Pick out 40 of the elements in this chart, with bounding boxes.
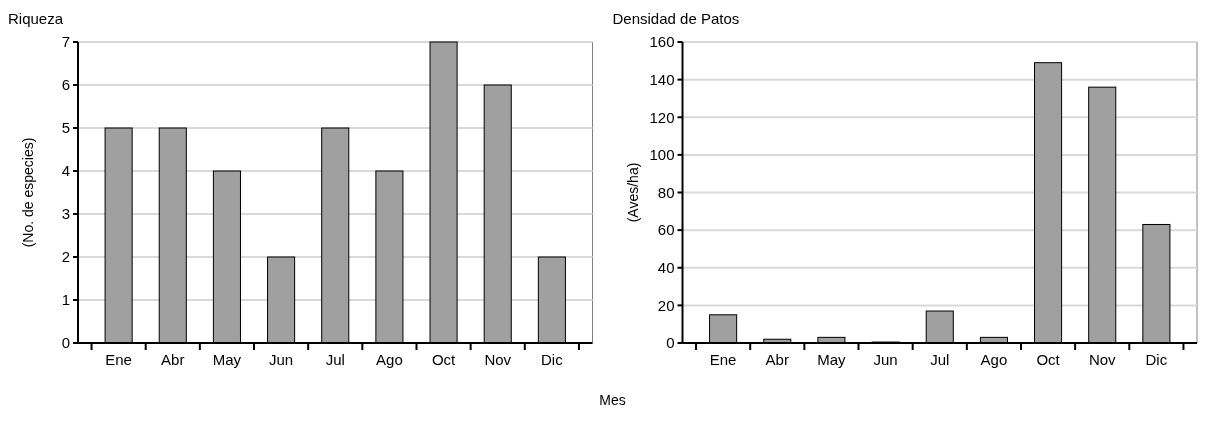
x-tick-label: Oct <box>1036 351 1061 368</box>
y-tick-label: 40 <box>657 259 675 276</box>
x-tick-label: Dic <box>1145 351 1168 368</box>
x-tick-label: Abr <box>765 351 789 368</box>
x-tick-label: Jun <box>873 351 898 368</box>
x-tick-label: Oct <box>431 351 457 368</box>
y-tick-label: 4 <box>61 162 70 180</box>
y-tick-label: 5 <box>61 119 70 137</box>
y-tick-label: 60 <box>657 221 675 239</box>
y-axis-title: (Aves/ha) <box>624 162 641 223</box>
x-tick-label: Ago <box>376 351 403 368</box>
y-tick-label: 3 <box>61 205 70 223</box>
x-tick-label: Ene <box>709 351 737 368</box>
y-tick-label: 100 <box>649 146 675 164</box>
y-tick-label: 80 <box>657 183 675 201</box>
x-tick-label: Jun <box>269 351 294 368</box>
y-axis-title: (No. de especies) <box>20 137 36 248</box>
x-axis-title: Mes <box>599 392 626 408</box>
y-tick-label: 6 <box>61 76 70 94</box>
y-tick-label: 120 <box>649 108 675 126</box>
x-tick-label: Dic <box>541 351 564 368</box>
y-tick-label: 0 <box>666 334 675 352</box>
y-tick-label: 7 <box>61 33 70 51</box>
x-tick-label: Abr <box>161 351 185 368</box>
y-tick-label: 160 <box>649 33 675 51</box>
x-tick-label: Jul <box>325 351 345 368</box>
x-tick-label: May <box>817 351 847 368</box>
chart-title: Riqueza <box>8 10 64 27</box>
x-tick-label: May <box>212 351 242 368</box>
chart-title: Densidad de Patos <box>612 10 740 27</box>
x-tick-label: Jul <box>930 351 950 368</box>
x-tick-label: Nov <box>484 351 512 368</box>
y-tick-label: 20 <box>657 296 675 314</box>
y-tick-label: 2 <box>61 248 70 266</box>
y-tick-label: 1 <box>61 291 70 309</box>
x-tick-label: Nov <box>1088 351 1117 368</box>
x-tick-label: Ene <box>105 351 132 368</box>
x-tick-label: Ago <box>980 351 1008 368</box>
y-tick-label: 0 <box>61 334 70 352</box>
y-tick-label: 140 <box>649 70 675 88</box>
